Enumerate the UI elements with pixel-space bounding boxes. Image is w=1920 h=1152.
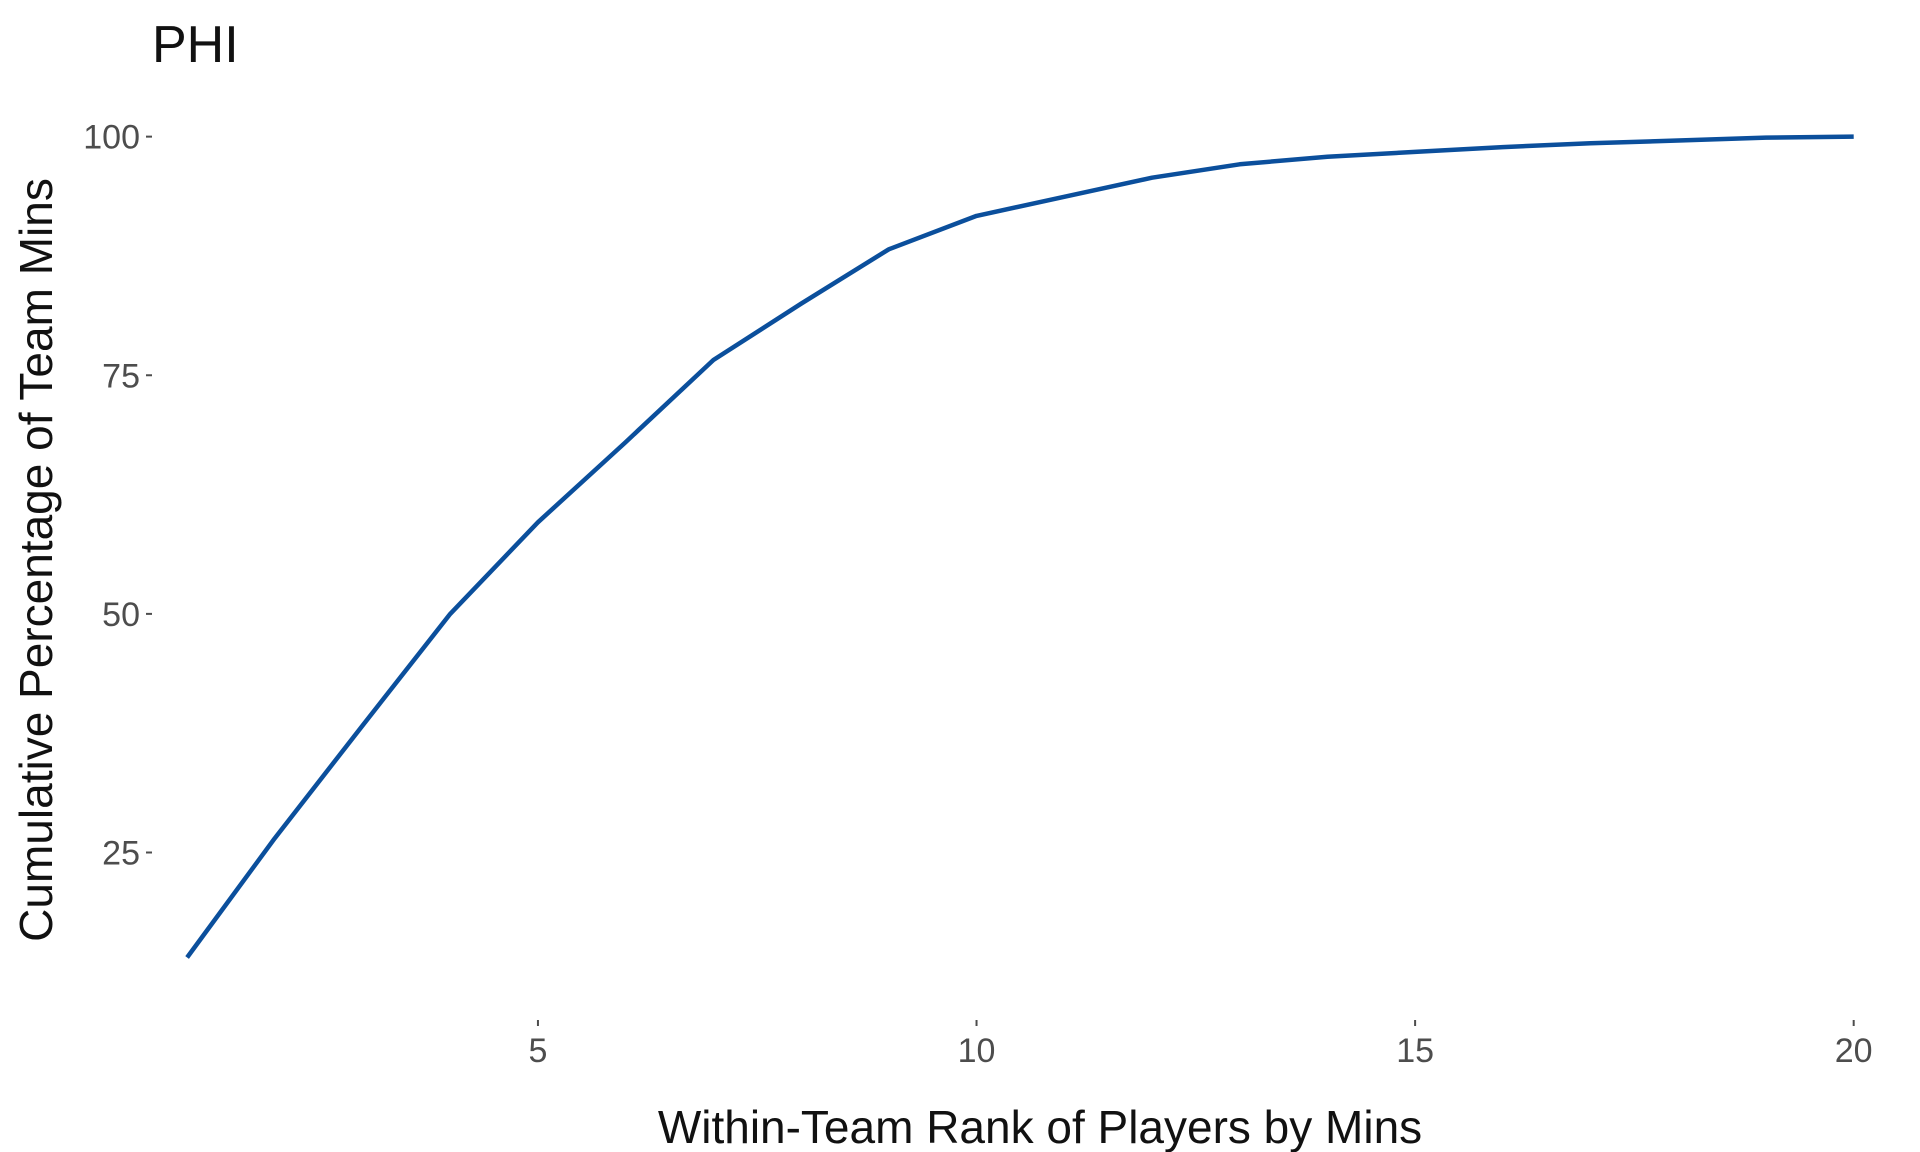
y-axis: 25 50 75 100	[83, 119, 152, 873]
x-tick-label: 20	[1835, 1032, 1873, 1070]
y-tick-label: 75	[102, 357, 140, 395]
y-tick-label: 100	[83, 119, 140, 157]
x-axis: 5 10 15 20	[528, 1020, 1873, 1070]
x-tick-label: 15	[1396, 1032, 1434, 1070]
y-axis-title: Cumulative Percentage of Team Mins	[10, 178, 62, 942]
x-tick-label: 5	[528, 1032, 547, 1070]
series-layer	[185, 134, 1854, 959]
x-axis-title: Within-Team Rank of Players by Mins	[658, 1101, 1422, 1152]
x-tick-label: 10	[958, 1032, 996, 1070]
series-line-0	[185, 134, 1854, 959]
y-tick-label: 50	[102, 596, 140, 634]
y-tick-label: 25	[102, 835, 140, 873]
chart-title: PHI	[152, 16, 239, 74]
